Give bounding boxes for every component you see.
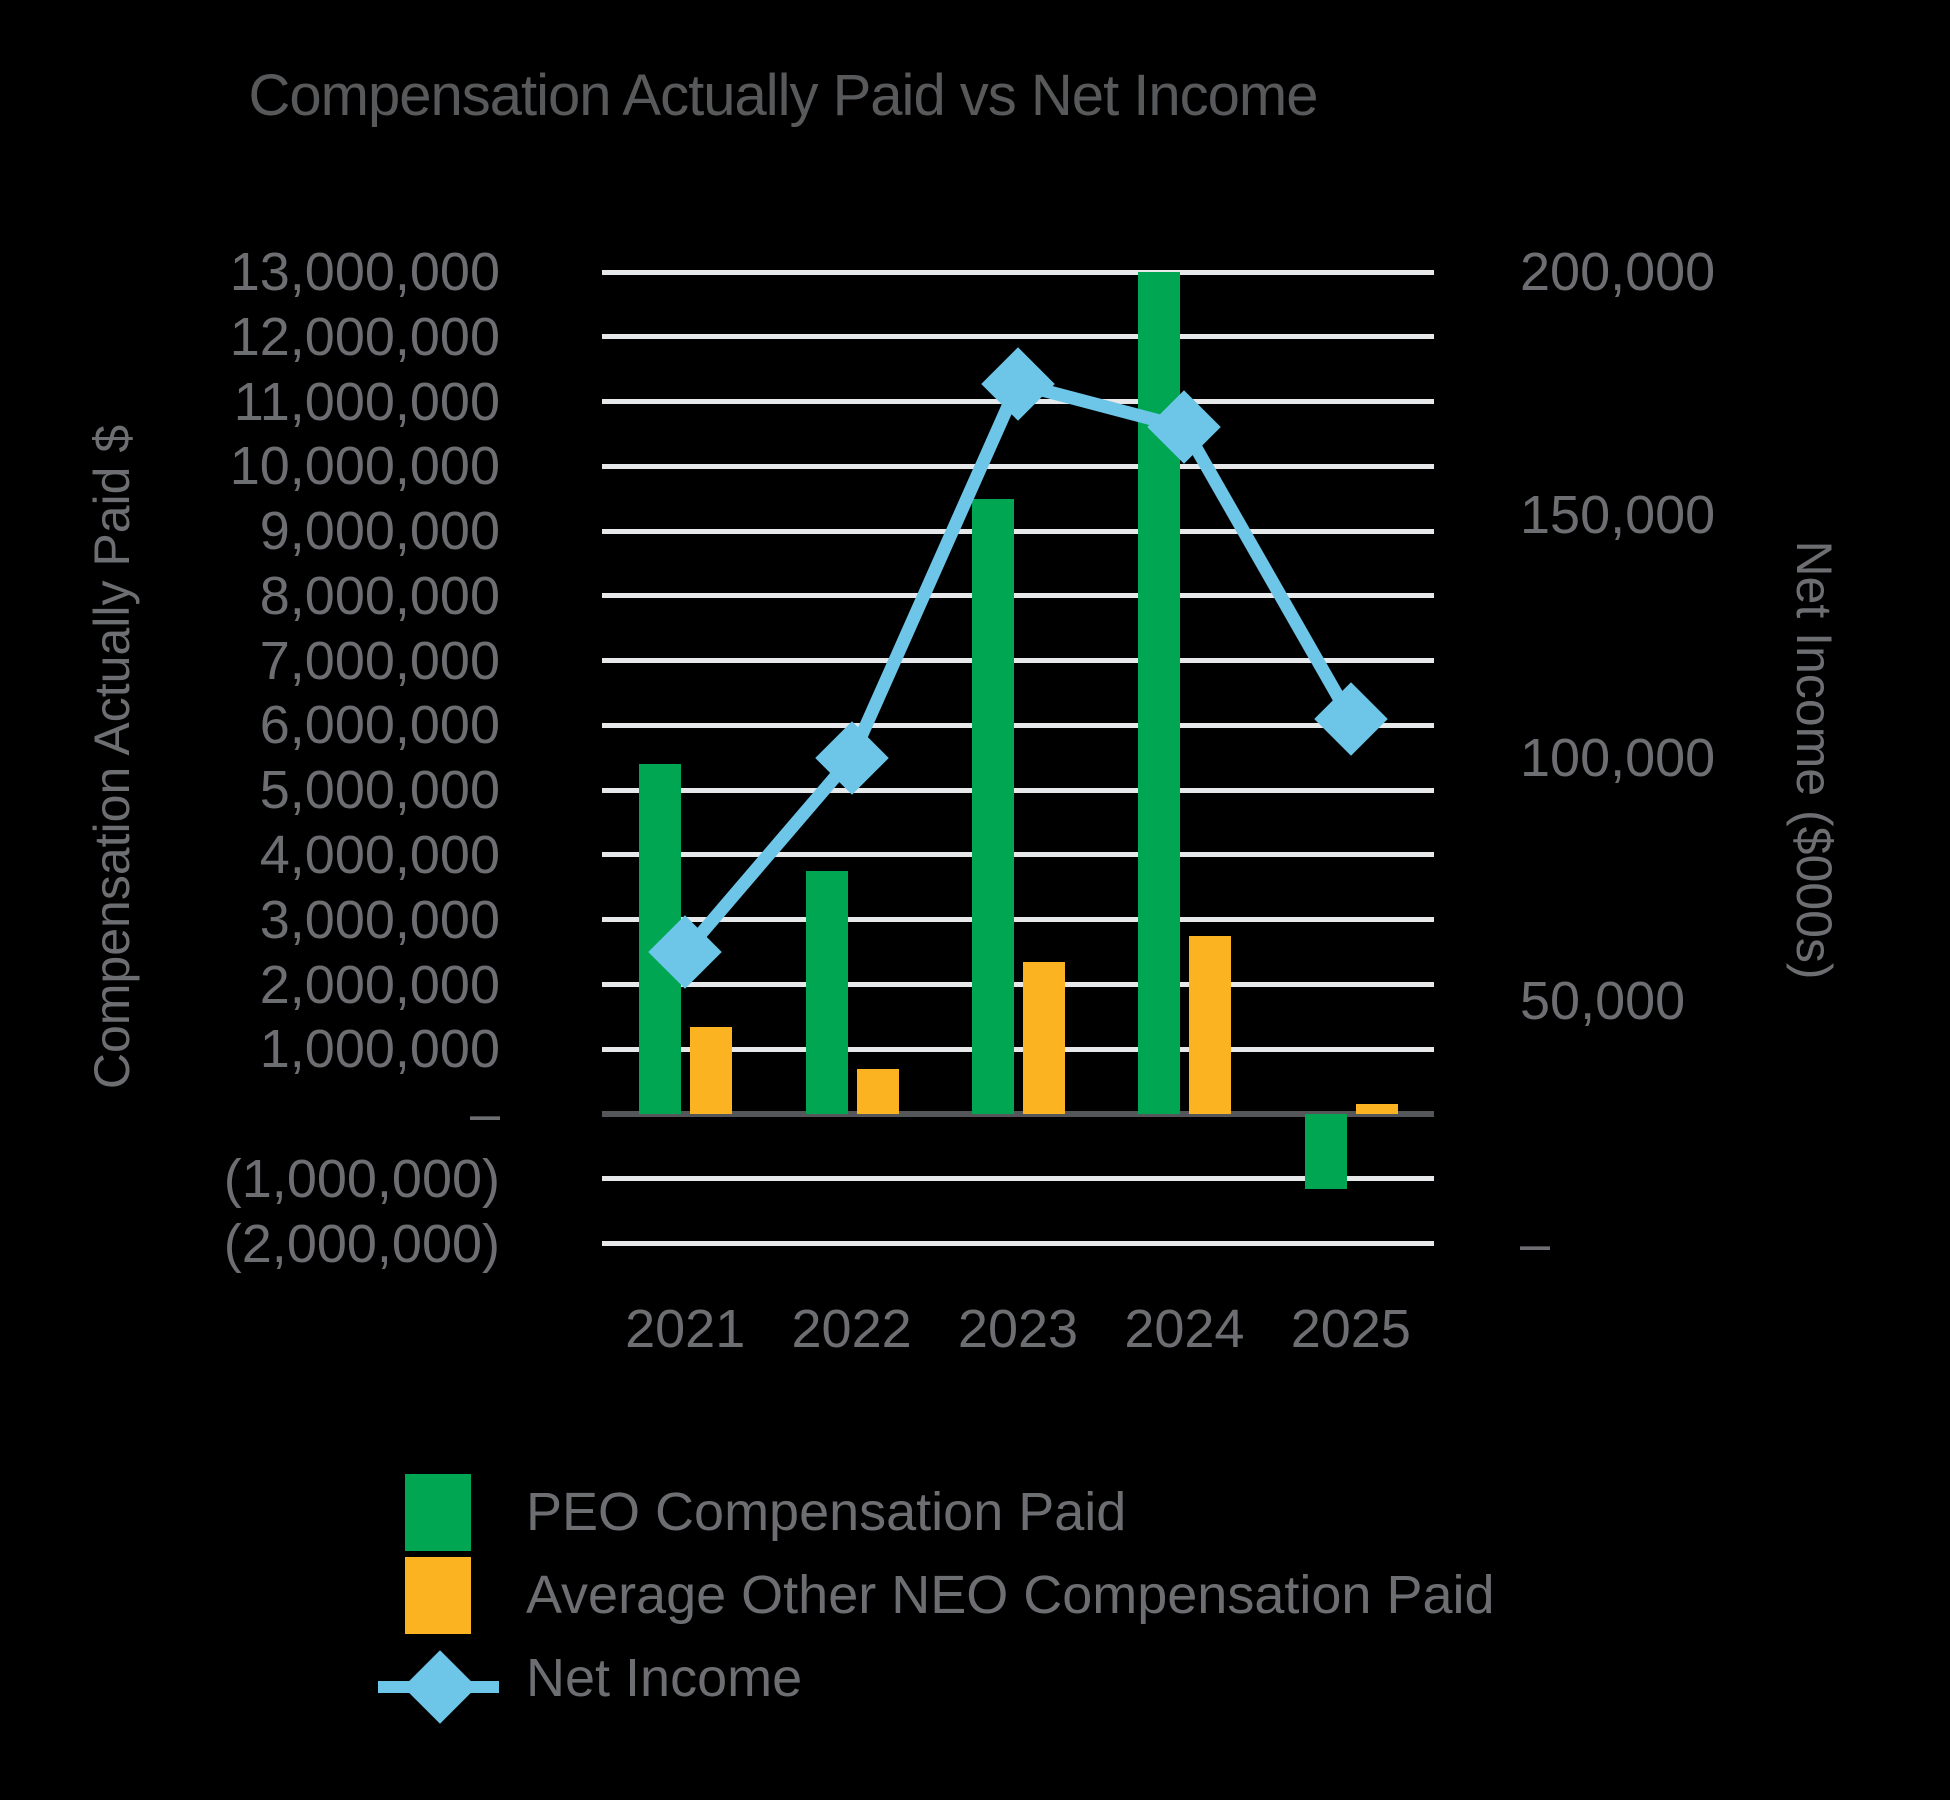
y-left-tick: 2,000,000 (259, 954, 500, 1015)
y-right-tick: 200,000 (1520, 242, 1716, 302)
x-tick-2023: 2023 (957, 1299, 1079, 1359)
chart-title: Compensation Actually Paid vs Net Income (248, 63, 1319, 128)
legend-label-peo: PEO Compensation Paid (526, 1482, 1127, 1542)
y-right-tick: – (1520, 1213, 1551, 1274)
y-left-tick: 9,000,000 (259, 501, 500, 562)
bar-neo-2025 (1355, 1104, 1398, 1115)
y-left-tick: 11,000,000 (233, 371, 500, 432)
y-axis-left-title: Compensation Actually Paid $ (84, 424, 140, 1090)
y-left-tick: 10,000,000 (229, 436, 500, 497)
legend-swatch-neo (405, 1557, 471, 1634)
y-left-tick: (2,000,000) (223, 1213, 500, 1274)
y-left-tick: 12,000,000 (229, 306, 500, 367)
y-right-tick: 150,000 (1520, 484, 1716, 545)
y-left-tick: 1,000,000 (259, 1019, 500, 1080)
zero-axis-line (602, 1111, 1434, 1118)
y-left-tick: 7,000,000 (259, 630, 500, 691)
legend-swatch-peo (405, 1474, 471, 1551)
y-left-tick: 3,000,000 (259, 889, 500, 950)
bar-peo-2022 (805, 871, 848, 1115)
gridline (602, 593, 1434, 599)
gridline (602, 528, 1434, 534)
legend-label-net-income: Net Income (526, 1648, 803, 1708)
y-left-tick: – (469, 1084, 500, 1145)
gridline (602, 1176, 1434, 1182)
y-right-tick: 50,000 (1520, 970, 1686, 1031)
gridline (602, 1241, 1434, 1247)
bar-neo-2024 (1189, 935, 1232, 1115)
gridline (602, 722, 1434, 728)
bar-neo-2023 (1023, 961, 1065, 1115)
y-axis-right-title: Net Income ($000s) (1786, 540, 1842, 980)
x-tick-2025: 2025 (1290, 1299, 1411, 1359)
bar-neo-2021 (690, 1026, 733, 1115)
x-tick-2022: 2022 (791, 1299, 912, 1359)
y-left-tick: 5,000,000 (259, 760, 500, 821)
gridline (602, 852, 1434, 858)
legend-diamond-icon (403, 1650, 477, 1724)
x-tick-2021: 2021 (625, 1299, 746, 1359)
y-left-tick: 8,000,000 (259, 565, 500, 626)
y-left-tick: 4,000,000 (259, 824, 500, 885)
x-tick-2024: 2024 (1124, 1299, 1245, 1359)
y-left-tick: (1,000,000) (223, 1148, 500, 1209)
plot-area (602, 269, 1434, 1247)
gridline (602, 463, 1434, 469)
gridline (602, 269, 1434, 275)
bar-peo-2025 (1304, 1114, 1347, 1189)
net-income-polyline (678, 376, 1358, 959)
y-left-tick: 13,000,000 (229, 242, 500, 302)
legend-label-neo: Average Other NEO Compensation Paid (526, 1565, 1495, 1625)
gridline (602, 787, 1434, 793)
y-right-tick: 100,000 (1520, 727, 1716, 788)
bar-peo-2023 (972, 498, 1014, 1115)
gridline (602, 917, 1434, 923)
bar-neo-2022 (856, 1068, 899, 1115)
gridline (602, 658, 1434, 664)
y-left-tick: 6,000,000 (259, 695, 500, 756)
gridline (602, 334, 1434, 340)
gridline (602, 1046, 1434, 1052)
gridline (602, 982, 1434, 987)
